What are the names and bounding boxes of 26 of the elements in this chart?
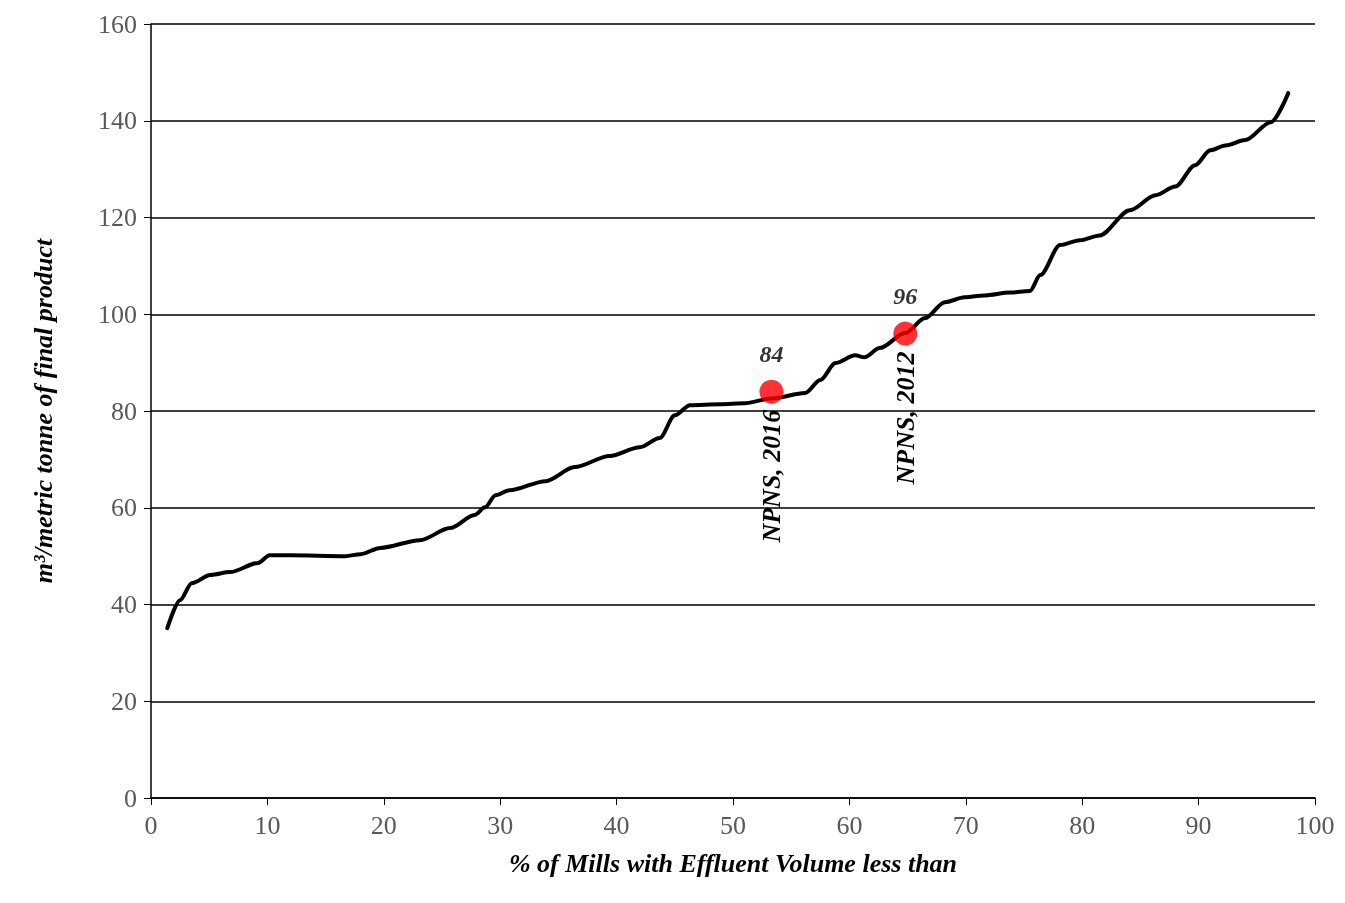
x-tick-label: 60 bbox=[836, 810, 863, 840]
y-tick-label: 0 bbox=[124, 783, 137, 813]
data-label: 96 bbox=[893, 282, 918, 309]
x-tick-label: 30 bbox=[487, 810, 514, 840]
x-tick-label: 80 bbox=[1069, 810, 1096, 840]
y-tick-label: 40 bbox=[111, 590, 137, 619]
x-tick-label: 70 bbox=[952, 810, 979, 840]
x-tick-label: 20 bbox=[370, 810, 397, 840]
data-label: 84 bbox=[759, 340, 784, 367]
y-tick-label: 20 bbox=[111, 686, 137, 716]
x-tick-label: 100 bbox=[1295, 810, 1335, 840]
y-tick-label: 60 bbox=[111, 493, 137, 523]
y-tick-label: 120 bbox=[98, 203, 137, 232]
y-axis-title: m³/metric tonne of final product bbox=[28, 238, 58, 584]
y-tick-label: 100 bbox=[98, 299, 137, 329]
x-tick-label: 90 bbox=[1185, 810, 1212, 840]
x-tick-label: 10 bbox=[254, 810, 281, 840]
y-tick-label: 140 bbox=[98, 106, 137, 136]
y-tick-label: 160 bbox=[98, 9, 137, 39]
annotation: NPNS, 2016 bbox=[756, 409, 786, 544]
x-axis-title: % of Mills with Effluent Volume less than bbox=[508, 848, 958, 878]
x-tick-label: 40 bbox=[603, 810, 630, 840]
x-tick-label: 50 bbox=[720, 810, 746, 840]
y-tick-label: 80 bbox=[111, 396, 137, 426]
x-tick-label: 0 bbox=[144, 810, 158, 840]
annotation: NPNS, 2012 bbox=[890, 351, 920, 486]
